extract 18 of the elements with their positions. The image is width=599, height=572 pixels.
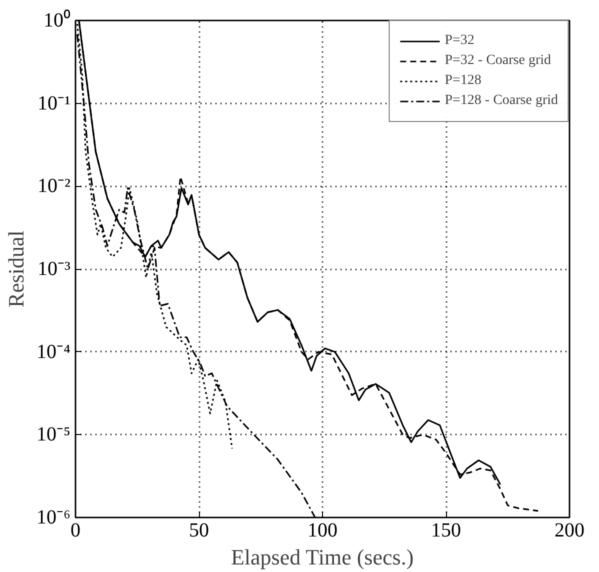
y-tick-label: 10⁰ bbox=[44, 8, 70, 32]
legend-label: P=32 bbox=[444, 33, 474, 49]
y-tick-label: 10⁻³ bbox=[38, 258, 71, 280]
y-tick-label: 10⁻⁶ bbox=[36, 506, 71, 528]
y-tick-label: 10⁻¹ bbox=[38, 92, 71, 114]
y-tick-label: 10⁻⁵ bbox=[36, 424, 71, 446]
x-axis-title: Elapsed Time (secs.) bbox=[230, 544, 414, 570]
x-tick-label: 150 bbox=[431, 520, 461, 542]
legend-label: P=128 bbox=[444, 73, 482, 89]
y-tick-label: 10⁻⁴ bbox=[36, 340, 71, 363]
x-tick-label: 200 bbox=[554, 520, 584, 542]
y-axis-title: Residual bbox=[4, 230, 29, 308]
legend-label: P=128 - Coarse grid bbox=[444, 93, 558, 109]
x-tick-label: 100 bbox=[308, 520, 338, 542]
x-tick-label: 0 bbox=[70, 520, 80, 542]
x-tick-label: 50 bbox=[189, 520, 209, 542]
legend-label: P=32 - Coarse grid bbox=[444, 53, 551, 69]
y-tick-label: 10⁻² bbox=[38, 175, 71, 198]
